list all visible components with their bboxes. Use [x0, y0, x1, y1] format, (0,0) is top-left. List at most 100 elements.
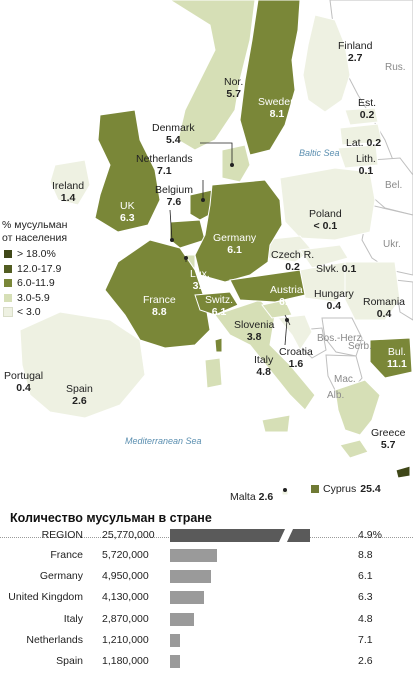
row-percent: 6.1 — [358, 570, 373, 583]
legend-swatch — [4, 264, 12, 273]
label-slovenia: Slovenia 3.8 — [234, 319, 275, 343]
europe-map: Finland 2.7 Rus. Nor. 5.7 Sweden 8.1 Est. 0.… — [2, 0, 413, 503]
label-bulgaria: Bul. 11.1 — [387, 346, 407, 370]
label-ireland: Ireland 1.4 — [52, 180, 85, 204]
row-name: Germany — [39, 570, 83, 583]
label-macedonia: Mac. — [334, 374, 356, 385]
row-count: 4,950,000 — [102, 570, 149, 583]
row-name: REGION — [41, 529, 83, 541]
label-luxembourg: Lux. 3.2 — [190, 268, 210, 292]
label-sweden: Sweden 8.1 — [258, 96, 296, 120]
row-bar — [170, 612, 194, 626]
row-percent: 7.1 — [358, 633, 373, 646]
table-row: Italy 2,870,000 4.8 — [0, 610, 413, 630]
label-austria: Austria 6.9 — [270, 284, 303, 308]
region-sardinia — [204, 357, 223, 389]
region-poland — [279, 167, 376, 241]
label-romania: Romania 0.4 — [363, 296, 406, 320]
row-name: Spain — [56, 655, 83, 667]
cyprus-swatch — [311, 485, 319, 493]
region-france — [104, 239, 211, 349]
label-spain: Spain 2.6 — [66, 383, 93, 407]
row-name: Netherlands — [26, 633, 83, 646]
region-belgium — [169, 219, 206, 249]
region-uk — [94, 109, 161, 233]
map-legend: % мусульман от населения > 18.0% 12.0-17.… — [2, 219, 67, 320]
row-count: 5,720,000 — [102, 549, 149, 561]
label-germany: Germany 6.1 — [213, 232, 257, 256]
label-finland: Finland 2.7 — [338, 40, 373, 64]
region-ireland — [49, 159, 91, 206]
row-percent: 4.9% — [358, 529, 382, 541]
row-percent: 8.8 — [358, 549, 373, 561]
label-hungary: Hungary 0.4 — [314, 288, 354, 312]
table-row: Netherlands 1,210,000 7.1 — [0, 631, 413, 651]
legend-swatch — [4, 293, 12, 302]
legend-swatch — [3, 307, 13, 318]
label-serbia: Serb. — [348, 341, 372, 352]
row-bar — [170, 591, 204, 605]
label-belgium: Belgium 7.6 — [155, 184, 193, 208]
region-norway — [169, 0, 256, 151]
label-slovakia: Slvk. 0.1 — [316, 263, 357, 275]
row-percent: 4.8 — [358, 612, 373, 625]
region-estonia — [344, 107, 379, 126]
label-denmark: Denmark 5.4 — [152, 122, 195, 146]
leader-lines — [169, 142, 291, 346]
row-count: 2,870,000 — [102, 612, 149, 625]
row-bar — [170, 527, 310, 544]
label-czech: Czech R. 0.2 — [271, 249, 315, 273]
label-mediterranean-sea: Mediterranean Sea — [125, 436, 202, 446]
label-bosnia: Bos.-Herz. — [317, 333, 365, 344]
table-row: United Kingdom 4,130,000 6.3 — [0, 588, 413, 608]
legend-item: > 18.0% — [2, 247, 67, 262]
label-russia: Rus. — [385, 62, 406, 73]
row-name: Italy — [63, 612, 83, 625]
legend-item: < 3.0 — [2, 305, 67, 320]
label-malta: Malta 2.6 — [230, 491, 274, 503]
leader-dot-lux — [184, 256, 188, 260]
label-italy: Italy 4.8 — [254, 354, 274, 378]
legend-item: 6.0-11.9 — [2, 276, 67, 291]
row-percent: 6.3 — [358, 591, 373, 604]
label-lithuania: Lith. 0.1 — [356, 153, 376, 177]
region-sweden — [239, 0, 301, 156]
region-romania — [344, 261, 401, 321]
label-france: France 8.8 — [143, 294, 176, 318]
leader-dot-netherlands — [201, 198, 205, 202]
region-slovakia — [299, 244, 349, 269]
region-corsica — [214, 337, 223, 353]
row-name: United Kingdom — [8, 591, 83, 604]
region-sicily — [261, 414, 291, 433]
label-uk: UK 6.3 — [120, 200, 135, 224]
table-row: France 5,720,000 8.8 — [0, 546, 413, 566]
leader-dot-denmark — [230, 163, 234, 167]
legend-item: 3.0-5.9 — [2, 291, 67, 306]
leader-dot-slovenia — [285, 318, 289, 322]
region-denmark — [221, 144, 251, 183]
leader-dot-belgium — [170, 238, 174, 242]
label-albania: Alb. — [327, 390, 345, 401]
legend-swatch — [4, 279, 12, 288]
legend-item: 12.0-17.9 — [2, 262, 67, 277]
label-baltic-sea: Baltic Sea — [299, 148, 340, 158]
region-greece-islands — [339, 439, 369, 459]
legend-title: % мусульман от населения — [2, 219, 68, 244]
table-title: Количество мусульман в стране — [10, 511, 212, 525]
row-bar — [170, 633, 180, 647]
row-count: 25,770,000 — [102, 529, 155, 541]
region-austria — [229, 269, 306, 303]
label-poland: Poland < 0.1 — [309, 208, 342, 232]
table-row: Spain 1,180,000 2.6 — [0, 652, 413, 672]
bar-break — [278, 527, 294, 544]
row-percent: 2.6 — [358, 655, 373, 667]
label-switzerland: Switz. 6.1 — [205, 294, 234, 318]
label-cyprus: Cyprus 25.4 — [311, 483, 381, 495]
region-cyprus — [395, 465, 411, 479]
region-germany — [194, 179, 283, 283]
region-bulgaria — [369, 337, 413, 379]
region-iberia — [19, 311, 146, 419]
region-lithuania — [337, 144, 379, 169]
label-greece: Greece 5.7 — [371, 427, 406, 451]
region-finland — [302, 14, 351, 113]
